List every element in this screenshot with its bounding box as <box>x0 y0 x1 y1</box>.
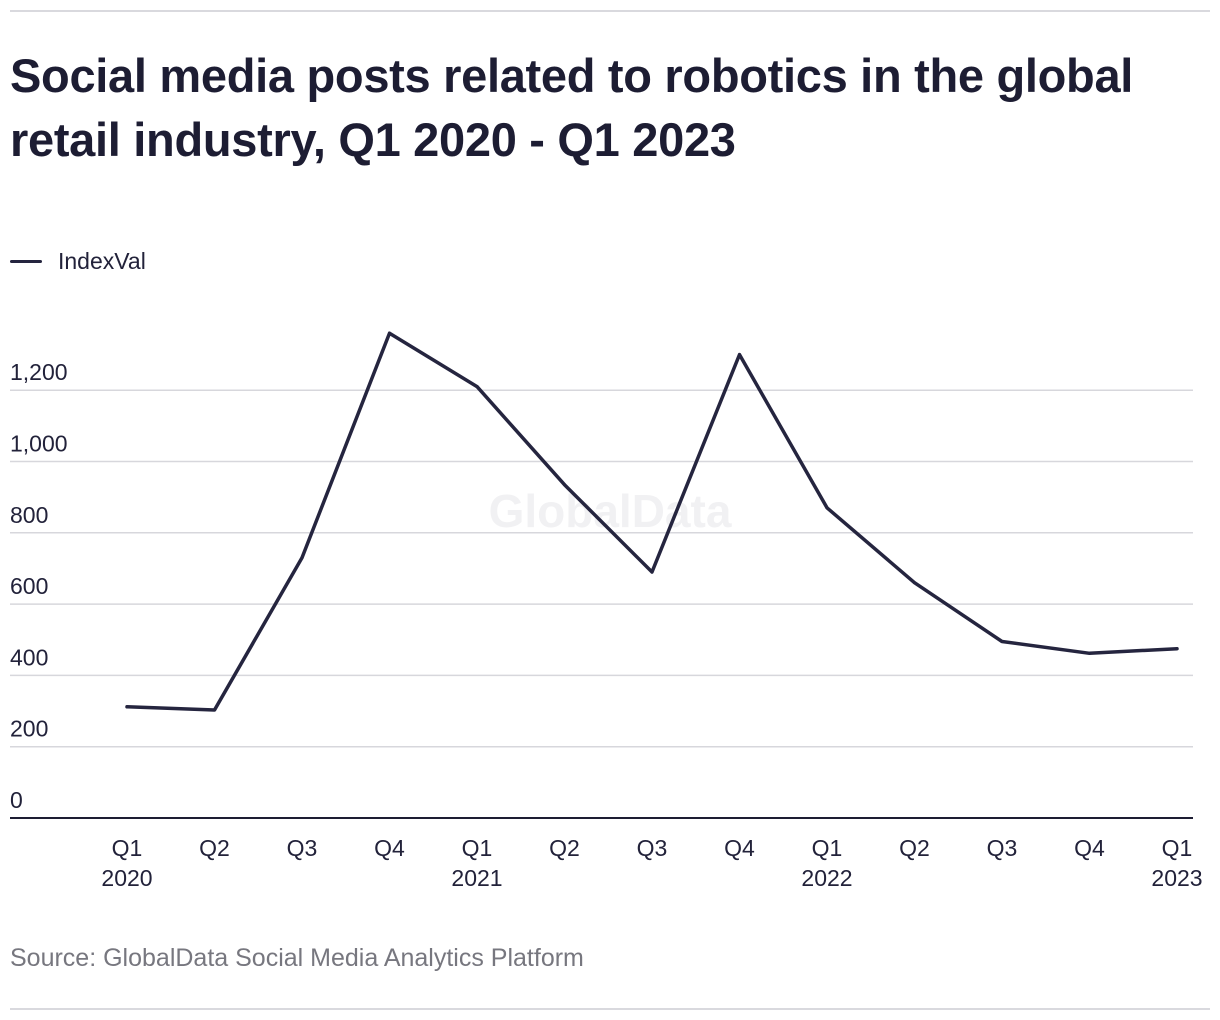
y-tick-labels: 0 200 400 600 800 1,000 1,200 <box>10 359 68 813</box>
y-tick-label: 0 <box>10 787 23 813</box>
legend: IndexVal <box>10 248 146 275</box>
data-point <box>1000 640 1004 644</box>
data-point <box>650 570 654 574</box>
legend-label: IndexVal <box>58 248 146 274</box>
x-tick-label: Q2 <box>899 835 930 861</box>
y-tick-label: 200 <box>10 716 48 742</box>
x-tick-labels: Q1 2020 Q2 Q3 Q4 Q1 2021 Q2 Q3 Q4 Q1 2022 Q2 Q3 Q4 Q1 20… <box>101 835 1202 891</box>
data-point <box>213 708 216 712</box>
x-tick-label: Q2 <box>549 835 580 861</box>
data-point <box>388 331 391 335</box>
source-note: Source: GlobalData Social Media Analytic… <box>10 944 584 972</box>
data-point <box>125 705 129 709</box>
y-tick-label: 400 <box>10 644 48 670</box>
x-tick-label: Q3 <box>987 835 1018 861</box>
x-tick-label: Q1 2021 <box>451 835 502 891</box>
data-points <box>125 331 1179 712</box>
x-tick-label: Q1 2023 <box>1151 835 1202 891</box>
gridlines <box>10 389 1193 748</box>
data-point <box>738 353 741 357</box>
data-point <box>475 385 479 389</box>
data-point <box>563 483 566 487</box>
x-tick-label: Q1 2020 <box>101 835 152 891</box>
data-point <box>913 581 916 585</box>
x-tick-label: Q4 <box>724 835 755 861</box>
top-rule <box>10 10 1210 12</box>
legend-swatch <box>10 260 42 263</box>
y-tick-label: 1,000 <box>10 431 68 457</box>
bottom-rule <box>10 1008 1210 1010</box>
x-tick-label: Q4 <box>374 835 405 861</box>
data-point <box>300 556 304 560</box>
data-point <box>825 506 829 510</box>
data-point <box>1175 647 1179 651</box>
x-tick-label: Q3 <box>637 835 668 861</box>
x-tick-label: Q4 <box>1074 835 1105 861</box>
x-tick-label: Q3 <box>287 835 318 861</box>
data-point <box>1088 651 1091 655</box>
chart-title: Social media posts related to robotics i… <box>10 49 1134 166</box>
x-tick-label: Q2 <box>199 835 230 861</box>
y-tick-label: 800 <box>10 502 48 528</box>
y-tick-label: 1,200 <box>10 359 68 385</box>
x-tick-label: Q1 2022 <box>801 835 852 891</box>
y-tick-label: 600 <box>10 573 48 599</box>
